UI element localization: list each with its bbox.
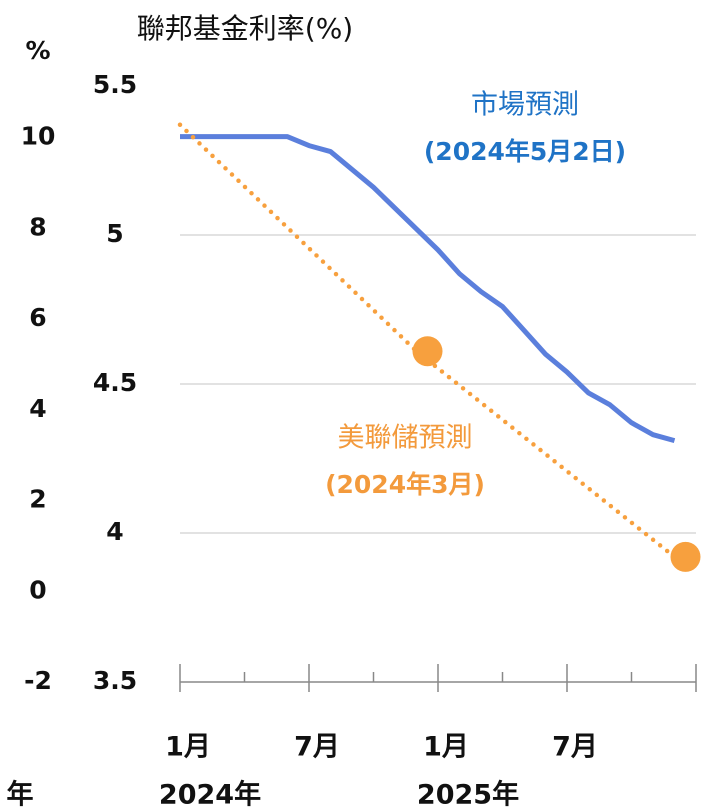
x-year-label: 2024年 [159, 779, 261, 809]
series-label: 市場預測 [471, 90, 579, 121]
x-label-fragment: 年 [7, 779, 34, 809]
y2-tick-label: 6 [29, 303, 46, 332]
y-tick-label: 4.5 [93, 368, 137, 397]
series-sublabel: (2024年5月2日) [424, 137, 626, 166]
x-tick-label: 7月 [294, 732, 340, 763]
series-line [180, 134, 676, 444]
series-line [177, 122, 677, 560]
y2-tick-label: -2 [24, 666, 52, 695]
x-tick-label: 1月 [165, 732, 211, 763]
y-tick-label: 5 [106, 219, 123, 248]
series-label: 美聯儲預測 [338, 423, 473, 454]
x-tick-label: 7月 [552, 732, 598, 763]
y2-tick-label: 2 [29, 485, 46, 514]
y2-tick-label: 4 [29, 394, 46, 423]
series-sublabel: (2024年3月) [325, 470, 485, 499]
chart-title: 聯邦基金利率(%) [137, 12, 353, 45]
x-tick-label: 1月 [423, 732, 469, 763]
y-tick-label: 5.5 [93, 70, 137, 99]
y2-tick-label: 0 [29, 575, 46, 604]
x-year-label: 2025年 [417, 779, 519, 809]
y2-tick-label: 8 [29, 212, 46, 241]
y-tick-label: 4 [106, 517, 123, 546]
series-marker [670, 541, 701, 572]
y-tick-label: 3.5 [93, 666, 137, 695]
y2-tick-label: 10 [21, 122, 56, 151]
series-marker [412, 336, 443, 367]
y2-axis-label: % [25, 36, 50, 65]
